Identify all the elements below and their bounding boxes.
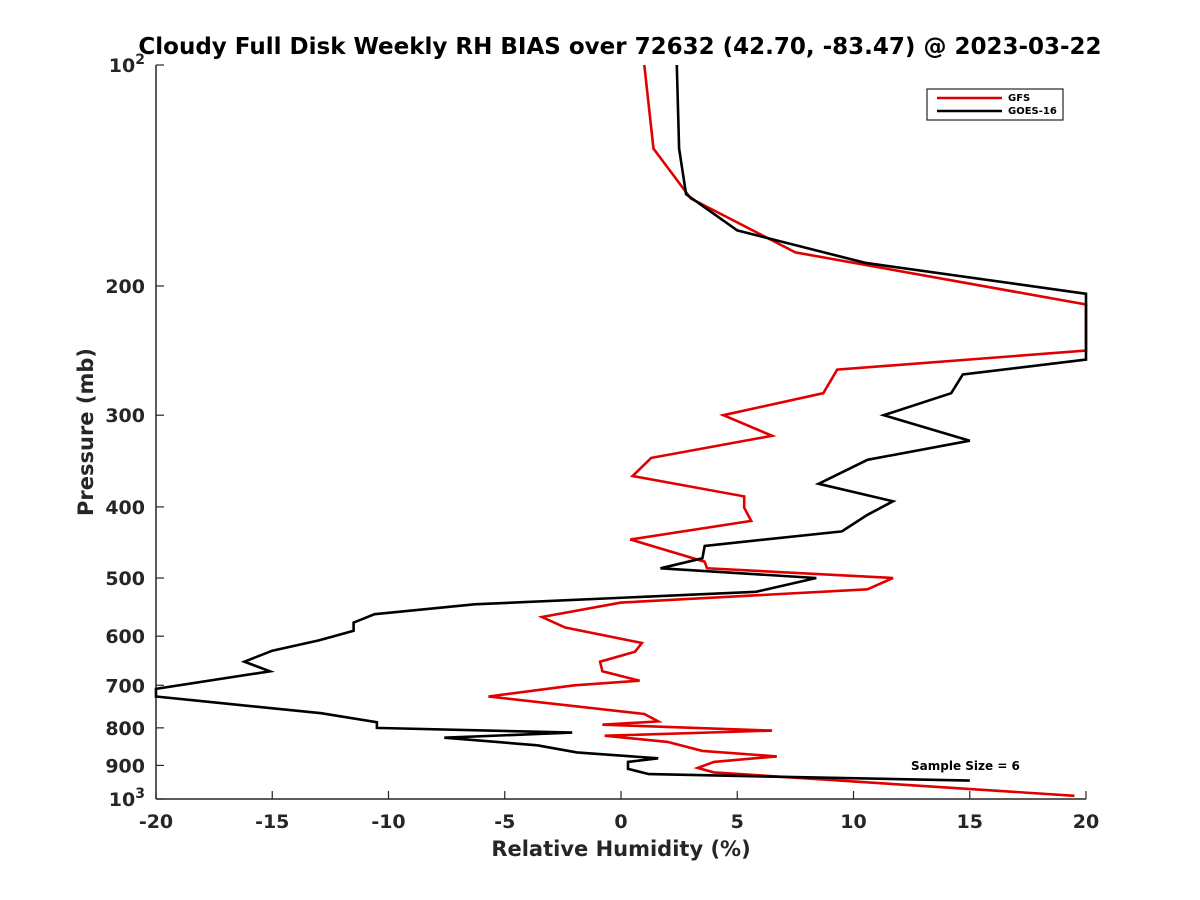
- plot-area: -20 -15 -10 -5 0 5 10 15 20 102 200 300 400 500 600 70…: [105, 52, 1099, 833]
- chart-title: Cloudy Full Disk Weekly RH BIAS over 726…: [138, 34, 1101, 60]
- y-tick-label: 800: [105, 718, 145, 740]
- y-tick-label: 900: [105, 755, 145, 777]
- y-axis-label: Pressure (mb): [74, 348, 98, 516]
- y-tick-label: 500: [105, 568, 145, 590]
- legend-box: [926, 88, 1064, 121]
- x-tick-label: -10: [371, 811, 405, 833]
- x-tick-label: -15: [255, 811, 289, 833]
- x-tick-label: -5: [494, 811, 515, 833]
- x-tick-label: 5: [731, 811, 744, 833]
- x-axis-ticks: -20 -15 -10 -5 0 5 10 15 20: [139, 791, 1099, 833]
- legend-label-goes16: GOES-16: [1008, 106, 1057, 117]
- x-tick-label: 20: [1073, 811, 1099, 833]
- y-tick-label: 400: [105, 497, 145, 519]
- y-tick-label: 200: [105, 276, 145, 298]
- y-tick-label: 600: [105, 626, 145, 648]
- x-tick-label: 15: [957, 811, 983, 833]
- x-tick-label: -20: [139, 811, 173, 833]
- legend: GFS GOES-16: [926, 88, 1064, 121]
- x-axis-label: Relative Humidity (%): [491, 837, 750, 861]
- series-layer: [154, 64, 1088, 798]
- y-tick-label: 700: [105, 675, 145, 697]
- series-line-gfs: [488, 64, 1088, 798]
- x-tick-label: 10: [840, 811, 866, 833]
- y-tick-label: 300: [105, 405, 145, 427]
- sample-size-annotation: Sample Size = 6: [911, 759, 1020, 773]
- legend-label-gfs: GFS: [1008, 93, 1030, 104]
- y-tick-label: 102: [109, 52, 145, 77]
- y-axis-ticks: 102 200 300 400 500 600 700 800 900 103: [105, 52, 164, 811]
- x-tick-label: 0: [614, 811, 627, 833]
- series-line-goes16: [154, 64, 1088, 782]
- y-tick-label: 103: [109, 786, 145, 811]
